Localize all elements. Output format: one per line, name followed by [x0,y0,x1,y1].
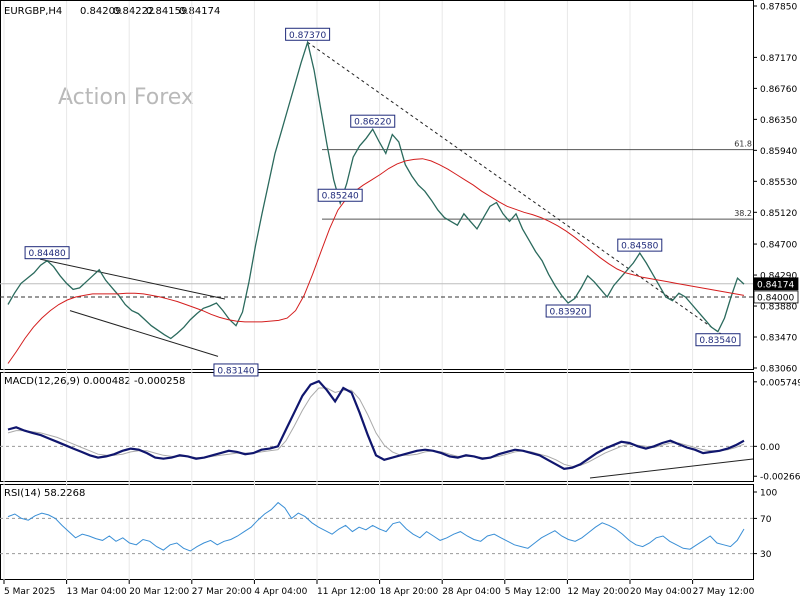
x-axis-layer: 5 Mar 2025 13 Mar 04:00 20 Mar 12:00 27 Mar… [3,580,755,597]
x-tick-label: 18 Apr 20:00 [380,587,439,597]
x-tick-label: 27 Mar 20:00 [192,587,252,597]
x-tick-label: 20 May 04:00 [630,587,692,597]
pivot-label-box [24,246,70,260]
x-tick-label: 4 Apr 04:00 [254,587,307,597]
pivot-label-text: 0.83540 [699,336,736,346]
pivot-label-box [213,363,259,377]
rsi-tick-label: 70 [760,515,772,525]
pivot-label-text: 0.87370 [289,31,326,41]
x-tick-label: 20 Mar 12:00 [129,587,189,597]
ohlc-low: 0.84159 [146,6,187,17]
grid-layer [3,1,694,580]
x-tick-label: 11 Apr 12:00 [317,587,376,597]
price-series-line [7,39,745,340]
pivot-label-text: 0.84480 [28,249,65,259]
price-tick-label: 0.85940 [760,147,797,157]
watermark-text: Action Forex [58,85,194,110]
macd-line [7,379,745,470]
rsi-line [7,501,745,552]
price-tick-label: 0.84700 [760,241,797,251]
price-tick-label: 0.85530 [760,178,797,188]
current-price-tag-box [753,277,799,291]
pivot-label-text: 0.86220 [354,118,391,128]
macd-label: MACD(12,26,9) 0.000482 -0.000258 [4,376,185,387]
x-tick-label: 12 May 20:00 [567,587,629,597]
price-tick-label: 0.83060 [760,365,797,375]
price-tick-label: 0.86760 [760,85,797,95]
moving-average-line [7,158,745,364]
trendline-layer: 61.8 38.2 [0,41,753,357]
rsi-layer: 100 70 30 [0,489,777,560]
x-tick-label: 5 Mar 2025 [4,587,55,597]
pivot-label-text: 0.83140 [217,366,254,376]
pivot-label-text: 0.85240 [322,192,359,202]
rsi-label: RSI(14) 58.2268 [4,488,85,499]
pivot-label-box [545,304,591,318]
pivot-label-box [285,27,331,41]
x-tick-label: 28 Apr 04:00 [442,587,501,597]
rsi-tick-label: 30 [760,550,772,560]
pivot-label-box [317,188,363,202]
price-tick-label: 0.84290 [760,272,797,282]
macd-signal-line [7,387,745,468]
ohlc-open: 0.84209 [80,6,121,17]
ohlc-close: 0.84174 [179,6,220,17]
symbol-label: EURGBP,H4 [4,6,62,17]
pivot-label-box [617,238,663,252]
macd-tick-label: 0.005749 [760,378,800,388]
rsi-tick-label: 100 [760,489,777,499]
macd-tick-label: -0.002663 [760,473,800,483]
fib-level-label: 61.8 [734,140,752,149]
macd-layer: 0.005749 0.00 -0.002663 [0,378,800,483]
pivot-label-text: 0.83920 [550,308,587,318]
fib-level-label: 38.2 [734,209,752,218]
ohlc-high: 0.84222 [113,6,154,17]
level-tag-text: 0.84000 [757,293,794,303]
channel-lower-line [69,310,219,357]
price-tick-label: 0.86350 [760,116,797,126]
downtrend-line [307,41,725,337]
price-tick-label: 0.87850 [760,3,797,13]
panel-frames [0,0,754,580]
channel-upper-line [39,258,226,300]
axis-layer: 0.87850 0.87170 0.86760 0.86350 0.85940 0.855… [753,3,799,375]
pivot-label-text: 0.84580 [621,242,658,252]
symbol-header: EURGBP,H4 0.84209 0.84222 0.84159 0.8417… [4,6,220,17]
x-tick-label: 27 May 12:00 [693,587,755,597]
macd-divergence-line [589,458,754,479]
price-tick-label: 0.85120 [760,209,797,219]
level-tag-box [753,290,799,304]
x-tick-label: 5 May 12:00 [505,587,561,597]
price-tick-label: 0.83880 [760,303,797,313]
price-tick-label: 0.87170 [760,54,797,64]
price-layer [7,39,745,364]
current-price-tag-text: 0.84174 [757,280,794,290]
pivot-label-box [695,333,741,347]
annotation-layer: 0.87370 0.86220 0.85240 0.84480 0.83140 0.845… [24,27,741,377]
pivot-label-box [350,114,396,128]
macd-tick-label: 0.00 [760,443,780,453]
price-tick-label: 0.83470 [760,334,797,344]
x-tick-label: 13 Mar 04:00 [67,587,127,597]
